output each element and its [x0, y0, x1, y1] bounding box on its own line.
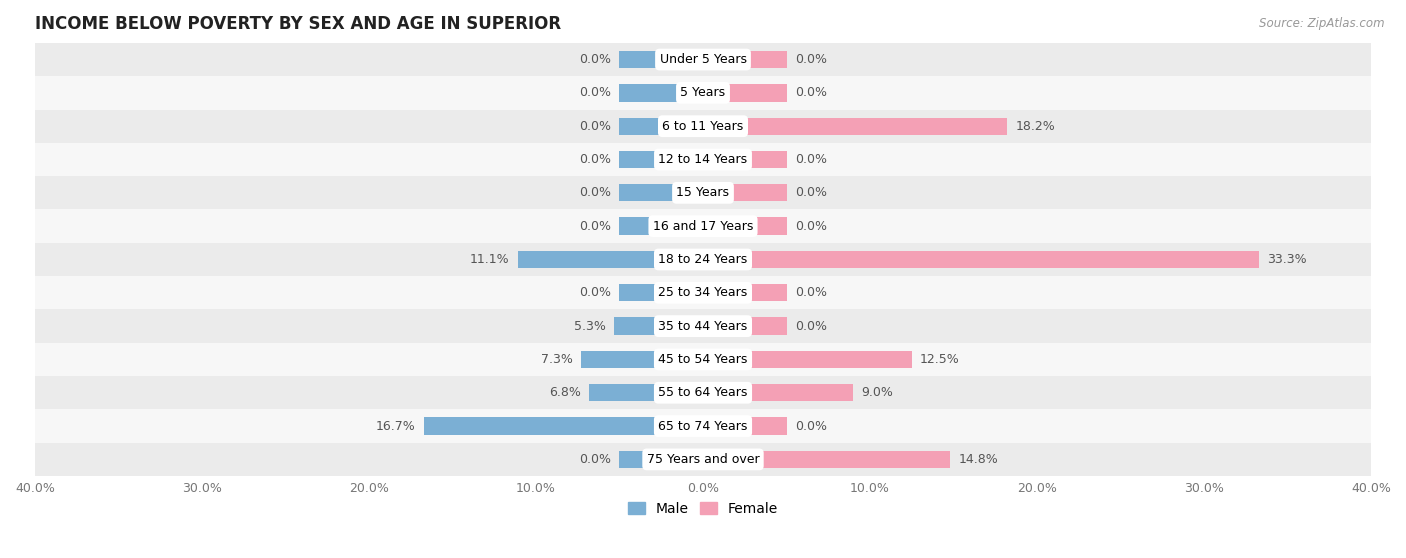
Text: 0.0%: 0.0% [579, 286, 612, 299]
Text: 65 to 74 Years: 65 to 74 Years [658, 420, 748, 432]
Text: 5 Years: 5 Years [681, 86, 725, 99]
Text: 45 to 54 Years: 45 to 54 Years [658, 353, 748, 366]
Bar [35, 276, 1371, 310]
Bar [425, 417, 703, 435]
Text: 0.0%: 0.0% [579, 220, 612, 233]
Text: 0.0%: 0.0% [794, 320, 827, 333]
Bar [35, 109, 1371, 143]
Text: 0.0%: 0.0% [794, 420, 827, 432]
Text: 0.0%: 0.0% [794, 220, 827, 233]
Text: 11.1%: 11.1% [470, 253, 509, 266]
Bar [35, 410, 1371, 442]
Text: 5.3%: 5.3% [574, 320, 606, 333]
Text: 18 to 24 Years: 18 to 24 Years [658, 253, 748, 266]
Bar [703, 284, 786, 301]
Text: 0.0%: 0.0% [794, 186, 827, 199]
Bar [620, 218, 703, 235]
Bar [35, 376, 1371, 410]
Bar [620, 284, 703, 301]
Bar [35, 43, 1371, 76]
Text: 7.3%: 7.3% [541, 353, 572, 366]
Bar [35, 243, 1371, 276]
Bar [620, 84, 703, 102]
Text: 0.0%: 0.0% [579, 186, 612, 199]
Bar [703, 218, 786, 235]
Text: 15 Years: 15 Years [676, 186, 730, 199]
Text: 6 to 11 Years: 6 to 11 Years [662, 120, 744, 133]
Text: 16.7%: 16.7% [375, 420, 416, 432]
Text: 25 to 34 Years: 25 to 34 Years [658, 286, 748, 299]
Text: 9.0%: 9.0% [862, 386, 894, 400]
Bar [703, 451, 950, 468]
Bar [703, 384, 853, 401]
Legend: Male, Female: Male, Female [623, 496, 783, 521]
Text: 12 to 14 Years: 12 to 14 Years [658, 153, 748, 166]
Bar [35, 310, 1371, 343]
Bar [35, 209, 1371, 243]
Text: 55 to 64 Years: 55 to 64 Years [658, 386, 748, 400]
Bar [620, 451, 703, 468]
Text: 75 Years and over: 75 Years and over [647, 453, 759, 466]
Bar [581, 351, 703, 368]
Bar [589, 384, 703, 401]
Text: 33.3%: 33.3% [1268, 253, 1308, 266]
Bar [703, 351, 911, 368]
Bar [620, 51, 703, 68]
Text: 0.0%: 0.0% [794, 53, 827, 66]
Text: 0.0%: 0.0% [579, 53, 612, 66]
Bar [620, 151, 703, 168]
Bar [517, 251, 703, 268]
Bar [35, 176, 1371, 209]
Text: 0.0%: 0.0% [794, 86, 827, 99]
Text: 14.8%: 14.8% [959, 453, 998, 466]
Bar [620, 184, 703, 201]
Bar [703, 318, 786, 335]
Text: 12.5%: 12.5% [920, 353, 960, 366]
Bar [35, 76, 1371, 109]
Text: 0.0%: 0.0% [579, 120, 612, 133]
Text: 35 to 44 Years: 35 to 44 Years [658, 320, 748, 333]
Bar [35, 143, 1371, 176]
Bar [703, 51, 786, 68]
Bar [703, 151, 786, 168]
Text: 0.0%: 0.0% [794, 286, 827, 299]
Text: Source: ZipAtlas.com: Source: ZipAtlas.com [1260, 17, 1385, 30]
Bar [35, 442, 1371, 476]
Bar [703, 417, 786, 435]
Bar [620, 118, 703, 135]
Bar [703, 84, 786, 102]
Text: 0.0%: 0.0% [579, 453, 612, 466]
Text: 16 and 17 Years: 16 and 17 Years [652, 220, 754, 233]
Bar [35, 343, 1371, 376]
Text: 0.0%: 0.0% [794, 153, 827, 166]
Bar [703, 118, 1007, 135]
Text: Under 5 Years: Under 5 Years [659, 53, 747, 66]
Bar [614, 318, 703, 335]
Text: 6.8%: 6.8% [550, 386, 581, 400]
Text: INCOME BELOW POVERTY BY SEX AND AGE IN SUPERIOR: INCOME BELOW POVERTY BY SEX AND AGE IN S… [35, 15, 561, 33]
Bar [703, 184, 786, 201]
Bar [703, 251, 1260, 268]
Text: 0.0%: 0.0% [579, 153, 612, 166]
Text: 18.2%: 18.2% [1015, 120, 1054, 133]
Text: 0.0%: 0.0% [579, 86, 612, 99]
